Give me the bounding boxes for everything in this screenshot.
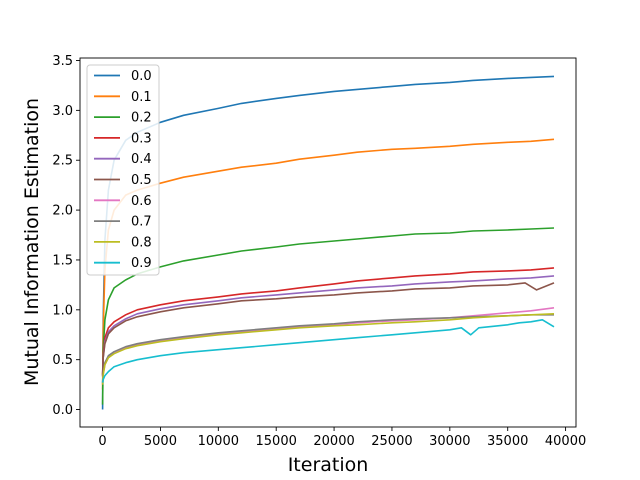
y-axis-ticks: 0.0 0.5 1.0 1.5 2.0 2.5 3.0 3.5 — [52, 54, 80, 418]
legend-label: 0.9 — [131, 256, 152, 271]
x-axis-ticks: 0 5000 10000 15000 20000 25000 30000 35000 40000 — [98, 427, 586, 449]
legend-label: 0.4 — [131, 152, 152, 167]
y-tick-label: 2.0 — [52, 204, 73, 219]
y-tick-label: 0.0 — [52, 403, 73, 418]
legend: 0.0 0.1 0.2 0.3 0.4 0.5 0.6 0.7 0.8 0.9 — [86, 64, 160, 276]
x-tick-label: 40000 — [545, 434, 586, 449]
series-line-0.4 — [101, 275, 555, 377]
y-tick-label: 2.5 — [52, 154, 73, 169]
y-tick-label: 3.0 — [52, 104, 73, 119]
x-tick-label: 0 — [98, 434, 106, 449]
y-axis-label: Mutual Information Estimation — [21, 98, 43, 386]
legend-label: 0.8 — [131, 235, 152, 250]
legend-label: 0.7 — [131, 215, 152, 230]
legend-label: 0.1 — [131, 90, 152, 105]
series-line-0.3 — [101, 267, 555, 375]
x-tick-label: 15000 — [256, 434, 297, 449]
x-tick-label: 30000 — [429, 434, 470, 449]
plot-background — [80, 58, 576, 427]
y-tick-label: 3.5 — [52, 54, 73, 69]
legend-label: 0.2 — [131, 111, 152, 126]
series-line-0.7 — [101, 313, 554, 383]
x-tick-label: 5000 — [144, 434, 177, 449]
legend-label: 0.0 — [131, 69, 152, 84]
series-line-0.9 — [101, 318, 555, 383]
y-tick-label: 0.5 — [52, 353, 73, 368]
x-axis-label: Iteration — [288, 454, 369, 476]
legend-label: 0.5 — [131, 173, 152, 188]
x-tick-label: 20000 — [313, 434, 354, 449]
legend-label: 0.6 — [131, 194, 152, 209]
plot-frame — [79, 57, 577, 428]
legend-label: 0.3 — [131, 131, 152, 146]
series-line-0.2 — [101, 227, 555, 405]
series-line-0.8 — [101, 313, 555, 385]
x-tick-label: 35000 — [487, 434, 528, 449]
x-tick-label: 10000 — [198, 434, 239, 449]
y-tick-label: 1.0 — [52, 303, 73, 318]
y-tick-label: 1.5 — [52, 253, 73, 268]
series-line-0.5 — [101, 282, 555, 376]
x-tick-label: 25000 — [371, 434, 412, 449]
